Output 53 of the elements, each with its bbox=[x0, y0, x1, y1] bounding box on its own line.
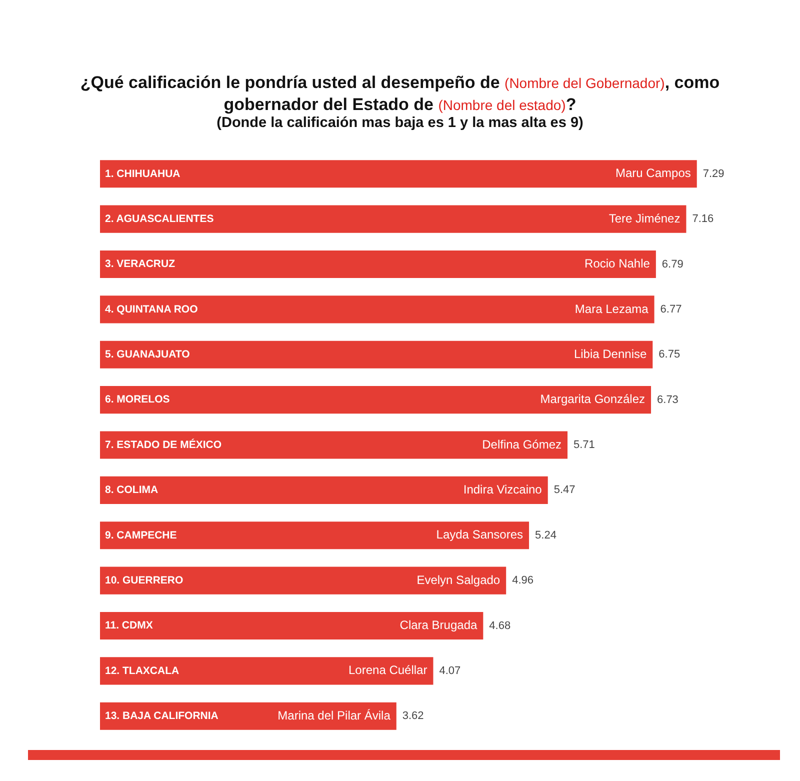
bar bbox=[100, 612, 484, 640]
bar bbox=[100, 296, 654, 324]
y-tick-label: 1. CHIHUAHUA bbox=[105, 168, 181, 180]
annotation: Lorena Cuéllar bbox=[348, 663, 428, 678]
data-label: 4.68 bbox=[489, 620, 511, 632]
annotation: Layda Sansores bbox=[436, 528, 524, 542]
data-label: 7.16 bbox=[692, 213, 714, 226]
data-label: 5.24 bbox=[535, 529, 556, 542]
bar bbox=[100, 522, 530, 550]
data-label: 6.75 bbox=[658, 348, 680, 361]
annotation: Clara Brugada bbox=[400, 618, 478, 632]
bar bbox=[100, 250, 656, 278]
y-tick-label: 2. AGUASCALIENTES bbox=[105, 212, 214, 225]
y-tick-label: 8. COLIMA bbox=[105, 484, 158, 496]
data-label: 6.79 bbox=[662, 258, 684, 270]
data-label: 7.29 bbox=[702, 168, 724, 180]
y-tick-label: 9. CAMPECHE bbox=[105, 529, 177, 542]
chart-subtitle: (Donde la calificaión mas baja es 1 y la mas alta es 9) bbox=[216, 114, 584, 132]
y-tick-label: 6. MORELOS bbox=[105, 394, 170, 406]
bar bbox=[100, 160, 697, 188]
annotation: Rocio Nahle bbox=[584, 256, 650, 271]
bar bbox=[100, 566, 506, 594]
y-tick-label: 3. VERACRUZ bbox=[105, 258, 176, 270]
bar bbox=[100, 205, 686, 233]
annotation: Tere Jiménez bbox=[608, 211, 680, 226]
data-label: 3.62 bbox=[402, 710, 424, 722]
annotation: Mara Lezama bbox=[574, 302, 649, 316]
y-tick-label: 5. GUANAJUATO bbox=[105, 348, 190, 361]
y-tick-label: 12. TLAXCALA bbox=[105, 664, 180, 677]
data-label: 6.73 bbox=[657, 394, 678, 406]
data-label: 4.07 bbox=[439, 664, 461, 677]
annotation: Marina del Pilar Ávila bbox=[278, 708, 391, 722]
annotation: Margarita González bbox=[540, 392, 646, 406]
annotation: Maru Campos bbox=[616, 166, 691, 180]
y-tick-label: 11. CDMX bbox=[105, 620, 153, 632]
bar bbox=[100, 431, 568, 459]
y-tick-label: 10. GUERRERO bbox=[105, 574, 184, 586]
data-label: 6.77 bbox=[660, 303, 682, 316]
bar bbox=[100, 386, 652, 414]
data-label: 5.47 bbox=[554, 484, 576, 496]
annotation: Delfina Gómez bbox=[482, 437, 562, 452]
y-tick-label: 13. BAJA CALIFORNIA bbox=[105, 710, 219, 722]
bar bbox=[100, 476, 548, 504]
data-label: 5.71 bbox=[574, 439, 595, 452]
annotation: Evelyn Salgado bbox=[416, 572, 500, 587]
y-tick-label: 4. QUINTANA ROO bbox=[105, 303, 198, 316]
annotation: Indira Vizcaino bbox=[463, 482, 542, 496]
bar bbox=[100, 340, 653, 368]
annotation: Libia Dennise bbox=[574, 346, 647, 361]
y-tick-label: 7. ESTADO DE MÉXICO bbox=[105, 438, 222, 451]
data-label: 4.96 bbox=[512, 574, 534, 587]
chart-title: ¿Qué calificación le pondría usted al desempeño de (Nombre del Gobernador), como gobernador del Estado de (Nombre del estado)? bbox=[80, 73, 720, 114]
bar bbox=[100, 657, 434, 685]
